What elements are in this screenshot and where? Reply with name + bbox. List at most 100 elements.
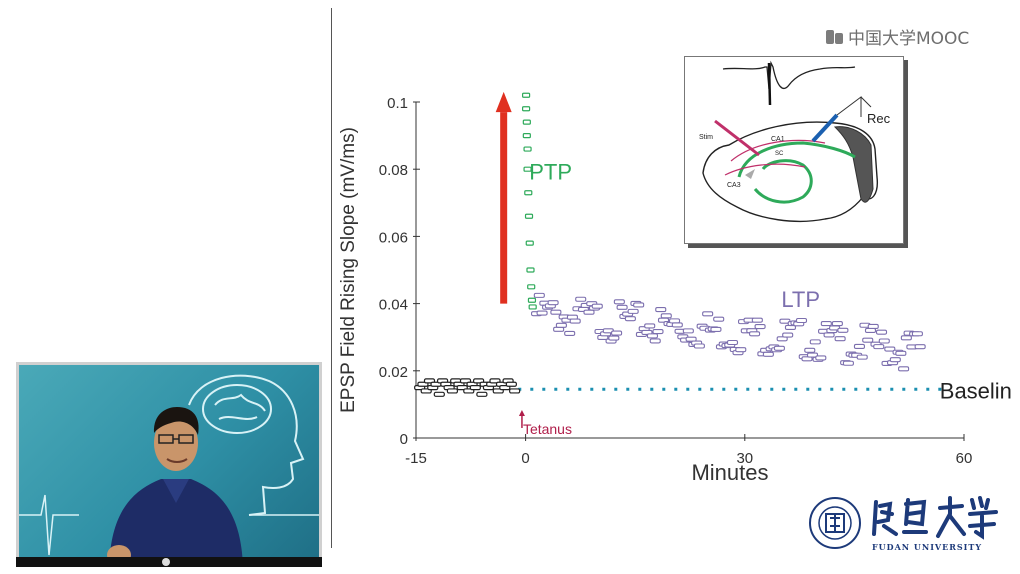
ltp-point	[644, 323, 656, 329]
rec-label: Rec	[867, 111, 891, 126]
fudan-english-name: FUDAN UNIVERSITY	[872, 542, 983, 552]
baseline-point	[509, 388, 521, 394]
ltp-point	[726, 339, 739, 346]
x-tick-label: 30	[736, 450, 753, 467]
ltp-point	[895, 350, 907, 356]
ltp-point	[668, 318, 681, 324]
ptp-point	[524, 190, 533, 196]
ptp-point	[527, 284, 536, 290]
baseline-point	[469, 385, 481, 391]
ltp-point	[671, 322, 683, 328]
video-controls[interactable]	[16, 557, 322, 567]
stim-label: Stim	[699, 134, 713, 141]
ltp-point	[652, 328, 664, 335]
ltp-point	[627, 308, 639, 314]
ltp-point	[853, 343, 865, 350]
ptp-point	[523, 166, 532, 172]
slide-divider	[331, 8, 332, 548]
mooc-watermark: 中国大学MOOC	[826, 24, 969, 49]
ltp-point	[646, 333, 659, 339]
ptp-point	[522, 106, 531, 112]
ptp-point	[523, 146, 532, 152]
baseline-point	[505, 381, 517, 387]
ltp-point	[550, 309, 562, 315]
ltp-point	[831, 321, 843, 327]
ltp-point	[649, 338, 661, 344]
ltp-point	[782, 332, 794, 338]
ltp-point	[710, 326, 722, 332]
ptp-point	[522, 92, 531, 98]
presenter-figure	[107, 407, 243, 561]
ltp-point	[878, 338, 890, 344]
ltp-point	[533, 292, 545, 298]
y-tick-label: 0.06	[379, 229, 408, 246]
ptp-point	[524, 213, 534, 219]
ptp-point	[528, 304, 537, 310]
sc-label: SC	[775, 151, 784, 157]
ltp-point	[864, 327, 877, 334]
ltp-point	[749, 331, 761, 337]
ltp-point	[735, 347, 747, 353]
ltp-label: LTP	[781, 287, 820, 312]
playback-knob[interactable]	[162, 558, 170, 566]
mooc-logo-icon	[826, 28, 844, 46]
ltp-point	[693, 343, 705, 349]
ltp-point	[608, 335, 620, 341]
y-axis-label: EPSP Field Rising Slope (mV/ms)	[338, 127, 359, 413]
baseline-point	[446, 388, 459, 394]
ltp-point	[713, 316, 725, 322]
ltp-point	[820, 321, 832, 327]
ltp-point	[795, 317, 808, 324]
fudan-calligraphy	[872, 496, 998, 540]
ltp-point	[875, 329, 888, 335]
y-tick-label: 0.02	[379, 364, 408, 381]
ltp-point	[776, 336, 788, 342]
ltp-point	[575, 296, 587, 302]
ltp-point	[611, 330, 623, 336]
ltp-point	[536, 310, 548, 316]
ltp-point	[685, 336, 697, 342]
ltp-point	[806, 352, 819, 358]
ptp-point	[525, 240, 534, 246]
x-axis-label: Minutes	[691, 460, 768, 485]
ltp-point	[555, 322, 567, 328]
ltp-point	[682, 328, 694, 334]
rec-electrode	[811, 113, 839, 143]
ltp-point	[834, 336, 846, 342]
fudan-seal-icon	[809, 497, 861, 549]
ltp-point	[914, 344, 926, 350]
ltp-point	[809, 339, 821, 345]
ltp-point	[823, 332, 835, 338]
ltp-point	[900, 335, 912, 341]
hippocampus-inset: Rec Stim CA1 SC CA3	[684, 56, 904, 244]
ca1-label: CA1	[771, 136, 785, 143]
baseline-label: Baseline	[940, 378, 1012, 403]
fudan-logo: FUDAN UNIVERSITY	[808, 496, 1008, 558]
ca3-label: CA3	[727, 182, 741, 189]
x-tick-label: -15	[405, 450, 427, 467]
lecturer-video[interactable]	[16, 362, 322, 564]
ltp-point	[633, 302, 645, 308]
ptp-point	[522, 119, 531, 125]
ltp-point	[842, 360, 854, 366]
ltp-point	[801, 356, 813, 362]
ltp-point	[873, 344, 885, 350]
ptp-label: PTP	[529, 159, 572, 184]
ltp-point	[884, 346, 896, 352]
ltp-point	[660, 313, 672, 319]
epsp-chart: 0 0.02 0.04 0.06 0.08 0.1 -15 0 30 60 Minutes EPSP …	[338, 91, 1012, 485]
ltp-point	[702, 311, 714, 317]
ltp-point	[862, 337, 874, 343]
ltp-point	[553, 326, 565, 332]
stim-electrode	[714, 119, 760, 157]
brain-outline-icon	[188, 374, 305, 516]
ptp-point	[526, 267, 535, 273]
hippocampus-diagram	[702, 121, 878, 223]
ltp-point	[583, 309, 595, 315]
ltp-point	[655, 307, 667, 313]
ltp-point	[867, 323, 879, 330]
y-tick-label: 0.04	[379, 297, 408, 314]
x-tick-label: 0	[521, 450, 529, 467]
ltp-point	[762, 351, 774, 357]
watermark-text: 中国大学MOOC	[848, 29, 970, 49]
